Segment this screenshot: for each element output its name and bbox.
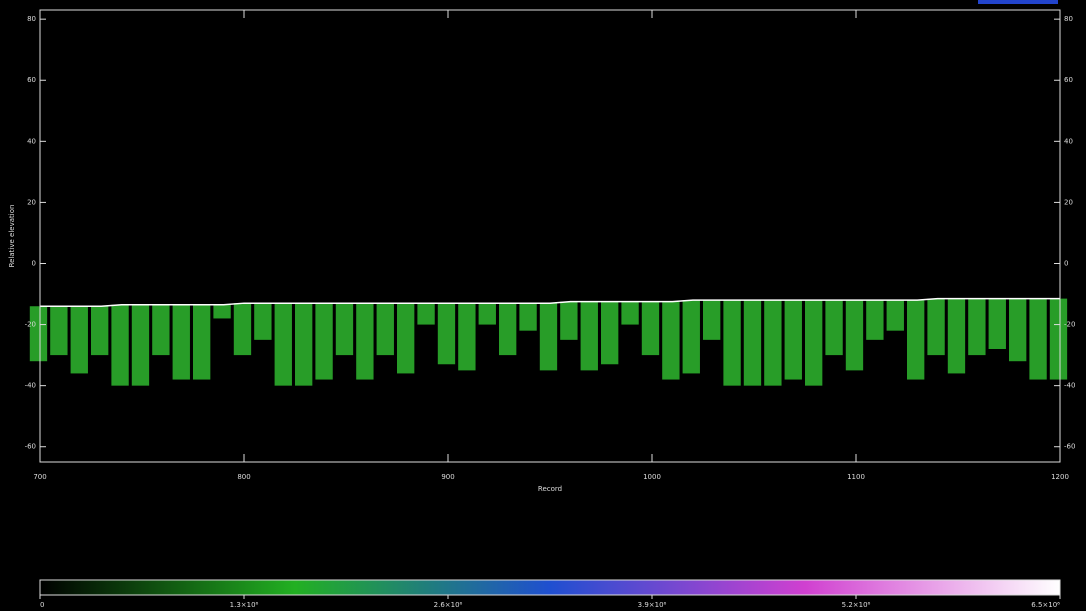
echo-column: [499, 303, 516, 355]
y-tick-label-right: -40: [1064, 382, 1075, 390]
y-tick-label-right: 20: [1064, 198, 1073, 206]
echo-column: [805, 300, 822, 386]
echo-column: [152, 305, 169, 355]
echo-column: [50, 306, 67, 355]
echo-column: [91, 306, 108, 355]
echo-column: [703, 300, 720, 340]
y-tick-label: -20: [25, 321, 36, 329]
x-tick-label: 900: [441, 473, 454, 481]
echo-column: [111, 305, 128, 386]
echo-column: [968, 299, 985, 356]
plot-area: [40, 10, 1060, 462]
colorbar-tick-label: 3.9×10⁶: [638, 601, 667, 609]
echo-column: [275, 303, 292, 385]
y-tick-label-right: 60: [1064, 76, 1073, 84]
echo-column: [315, 303, 332, 379]
echo-column: [1009, 299, 1026, 362]
y-tick-label-right: 40: [1064, 137, 1073, 145]
echo-column: [438, 303, 455, 364]
echo-column: [846, 300, 863, 370]
echo-column: [683, 300, 700, 373]
y-tick-label-right: 0: [1064, 259, 1068, 267]
colorbar-tick-label: 2.6×10⁶: [434, 601, 463, 609]
echo-column: [723, 300, 740, 386]
echo-column: [601, 302, 618, 365]
echo-column: [621, 302, 638, 325]
x-tick-label: 700: [33, 473, 46, 481]
echo-column: [356, 303, 373, 379]
echo-column: [213, 305, 230, 319]
echo-column: [825, 300, 842, 355]
y-tick-label: -60: [25, 443, 36, 451]
y-tick-label: 80: [27, 15, 36, 23]
echo-column: [764, 300, 781, 386]
echo-column: [71, 306, 88, 373]
colorbar-tick-label: 0: [40, 601, 44, 609]
echo-column: [173, 305, 190, 380]
y-tick-label: -40: [25, 382, 36, 390]
chart: Relative elevation Record 80 80 60 60 40 40 20…: [0, 0, 1086, 611]
y-tick-label-right: 80: [1064, 15, 1073, 23]
echo-column: [744, 300, 761, 386]
echo-column: [581, 302, 598, 371]
echo-column: [927, 299, 944, 356]
x-tick-label: 1200: [1051, 473, 1069, 481]
echo-column: [866, 300, 883, 340]
x-axis-label: Record: [538, 485, 562, 493]
colorbar: [40, 580, 1060, 595]
echo-column: [989, 299, 1006, 349]
echo-column: [254, 303, 271, 340]
echo-column: [30, 306, 47, 361]
colorbar-tick-label: 5.2×10⁶: [842, 601, 871, 609]
echo-column: [662, 302, 679, 380]
echo-column: [458, 303, 475, 370]
y-tick-label: 0: [32, 259, 36, 267]
y-tick-label: 60: [27, 76, 36, 84]
x-tick-label: 800: [237, 473, 250, 481]
x-tick-label: 1100: [847, 473, 865, 481]
colorbar-tick-label: 6.5×10⁶: [1031, 601, 1060, 609]
echo-column: [397, 303, 414, 373]
echo-column: [295, 303, 312, 385]
y-tick-label-right: -20: [1064, 321, 1075, 329]
echo-column: [336, 303, 353, 355]
y-axis-label: Relative elevation: [8, 205, 16, 268]
colorbar-tick-label: 1.3×10⁶: [230, 601, 259, 609]
y-tick-label: 40: [27, 137, 36, 145]
echo-column: [132, 305, 149, 386]
echo-column: [642, 302, 659, 355]
echo-column: [560, 302, 577, 340]
x-tick-label: 1000: [643, 473, 661, 481]
echo-column: [479, 303, 496, 324]
echo-column: [193, 305, 210, 380]
echo-column: [1029, 299, 1046, 380]
echo-column: [417, 303, 434, 324]
echo-column: [887, 300, 904, 331]
echo-column: [540, 303, 557, 370]
overlay-tab: [978, 0, 1058, 4]
echo-column: [519, 303, 536, 330]
echo-column: [907, 300, 924, 379]
echo-column: [948, 299, 965, 374]
echo-column: [1050, 299, 1067, 380]
y-tick-label: 20: [27, 198, 36, 206]
echo-column: [785, 300, 802, 379]
y-tick-label-right: -60: [1064, 443, 1075, 451]
echo-column: [234, 303, 251, 355]
echo-column: [377, 303, 394, 355]
